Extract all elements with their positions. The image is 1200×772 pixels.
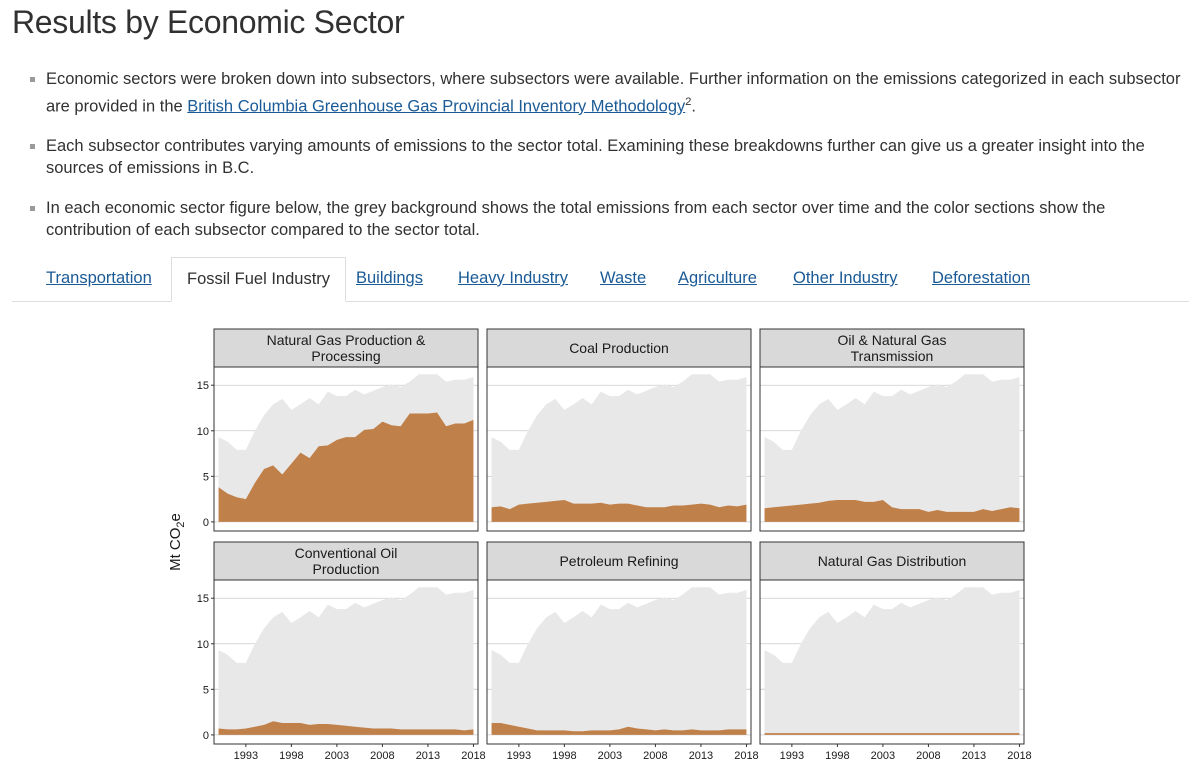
y-tick-label: 15 — [197, 593, 209, 605]
panel-6: Natural Gas Distribution 1993 1998 2003 2008… — [759, 541, 1032, 762]
x-tick-label: 2008 — [916, 750, 940, 762]
x-tick-label: 2018 — [1007, 750, 1031, 762]
x-tick-label: 1998 — [279, 750, 303, 762]
footnote-ref[interactable]: 2 — [685, 95, 692, 108]
panel-strip — [213, 328, 479, 368]
x-tick-label: 1993 — [507, 750, 531, 762]
total-emissions-area — [764, 587, 1020, 735]
y-tick-label: 5 — [203, 684, 209, 696]
x-tick-label: 2013 — [962, 750, 986, 762]
x-tick-label: 1993 — [234, 750, 258, 762]
x-tick-label: 1998 — [825, 750, 849, 762]
panel-title-line: Production — [313, 561, 380, 577]
plot-border — [486, 579, 752, 745]
tab-other-industry[interactable]: Other Industry — [793, 269, 898, 287]
bullet-text: Each subsector contributes varying amoun… — [46, 136, 1145, 178]
x-tick-label: 2003 — [598, 750, 622, 762]
panel-strip — [759, 328, 1025, 368]
panel-5: Petroleum Refining 1993 1998 2003 2008 2013 20… — [486, 541, 759, 762]
plot-border — [213, 579, 479, 745]
panel-title-line: Conventional Oil — [295, 545, 398, 561]
total-emissions-area — [764, 374, 1020, 522]
square-bullet-icon — [30, 143, 35, 149]
total-emissions-area — [491, 374, 747, 522]
tab-waste[interactable]: Waste — [600, 269, 647, 287]
y-axis-title: Mt CO2e — [167, 513, 187, 571]
intro-bullet-list: Economic sectors were broken down into s… — [30, 68, 1190, 259]
subsector-emissions-area — [491, 723, 747, 735]
plot-border — [213, 366, 479, 532]
tab-deforestation[interactable]: Deforestation — [932, 269, 1031, 287]
page-title: Results by Economic Sector — [12, 4, 405, 40]
fossil-fuel-subsector-chart: Natural Gas Production &Processing 0 5 10 15… — [167, 328, 1032, 762]
panel-title-line: Natural Gas Production & — [267, 332, 426, 348]
square-bullet-icon — [30, 205, 35, 211]
y-tick-label: 0 — [203, 517, 209, 529]
y-tick-label: 15 — [197, 380, 209, 392]
y-tick-label: 10 — [197, 639, 209, 651]
bullet-text: In each economic sector figure below, th… — [46, 198, 1106, 240]
square-bullet-icon — [30, 77, 35, 82]
y-axis-title-tail: e — [167, 513, 184, 521]
panel-2: Coal Production — [486, 328, 752, 532]
subsector-emissions-area — [764, 500, 1020, 522]
total-emissions-area — [218, 587, 474, 735]
y-axis-title-main: Mt CO — [167, 528, 184, 571]
panel-title-line: Natural Gas Distribution — [818, 553, 967, 569]
x-tick-label: 1998 — [552, 750, 576, 762]
y-axis-title-subscript: 2 — [175, 521, 187, 527]
sector-tabs: Transportation Fossil Fuel Industry Buil… — [12, 257, 1189, 302]
y-tick-label: 5 — [203, 471, 209, 483]
panel-1: Natural Gas Production &Processing 0 5 10 15 — [197, 328, 479, 532]
panel-strip — [486, 328, 752, 368]
bullet-item: Economic sectors were broken down into s… — [30, 68, 1190, 118]
subsector-emissions-area — [491, 500, 747, 522]
bullet-item: Each subsector contributes varying amoun… — [30, 135, 1190, 180]
panel-strip — [213, 541, 479, 581]
panel-title-line: Transmission — [851, 348, 934, 364]
panel-title-line: Oil & Natural Gas — [838, 332, 947, 348]
tab-agriculture[interactable]: Agriculture — [678, 269, 757, 287]
bullet-text: Economic sectors were broken down into s… — [46, 70, 1181, 115]
x-tick-label: 1993 — [780, 750, 804, 762]
tab-transportation[interactable]: Transportation — [46, 269, 152, 287]
bullet-item: In each economic sector figure below, th… — [30, 197, 1190, 242]
tab-buildings[interactable]: Buildings — [356, 269, 423, 287]
x-tick-label: 2018 — [461, 750, 485, 762]
panel-strip — [486, 541, 752, 581]
plot-border — [759, 579, 1025, 745]
panel-strip — [759, 541, 1025, 581]
x-tick-label: 2008 — [370, 750, 394, 762]
x-tick-label: 2003 — [871, 750, 895, 762]
plot-border — [486, 366, 752, 532]
subsector-emissions-area — [764, 733, 1020, 735]
x-tick-label: 2013 — [689, 750, 713, 762]
subsector-emissions-area — [218, 412, 474, 522]
tab-heavy-industry[interactable]: Heavy Industry — [458, 269, 569, 287]
panel-title-line: Coal Production — [569, 340, 669, 356]
x-tick-label: 2003 — [325, 750, 349, 762]
panel-title-line: Processing — [311, 348, 380, 364]
panel-title-line: Petroleum Refining — [559, 553, 678, 569]
plot-border — [759, 366, 1025, 532]
x-tick-label: 2013 — [416, 750, 440, 762]
bullet-text-end: . — [691, 97, 696, 115]
y-tick-label: 10 — [197, 426, 209, 438]
x-tick-label: 2018 — [734, 750, 758, 762]
x-tick-label: 2008 — [643, 750, 667, 762]
y-tick-label: 0 — [203, 730, 209, 742]
methodology-link[interactable]: British Columbia Greenhouse Gas Provinci… — [187, 97, 686, 115]
total-emissions-area — [491, 587, 747, 735]
tab-fossil-fuel-industry[interactable]: Fossil Fuel Industry — [171, 257, 347, 302]
subsector-emissions-area — [218, 721, 474, 735]
